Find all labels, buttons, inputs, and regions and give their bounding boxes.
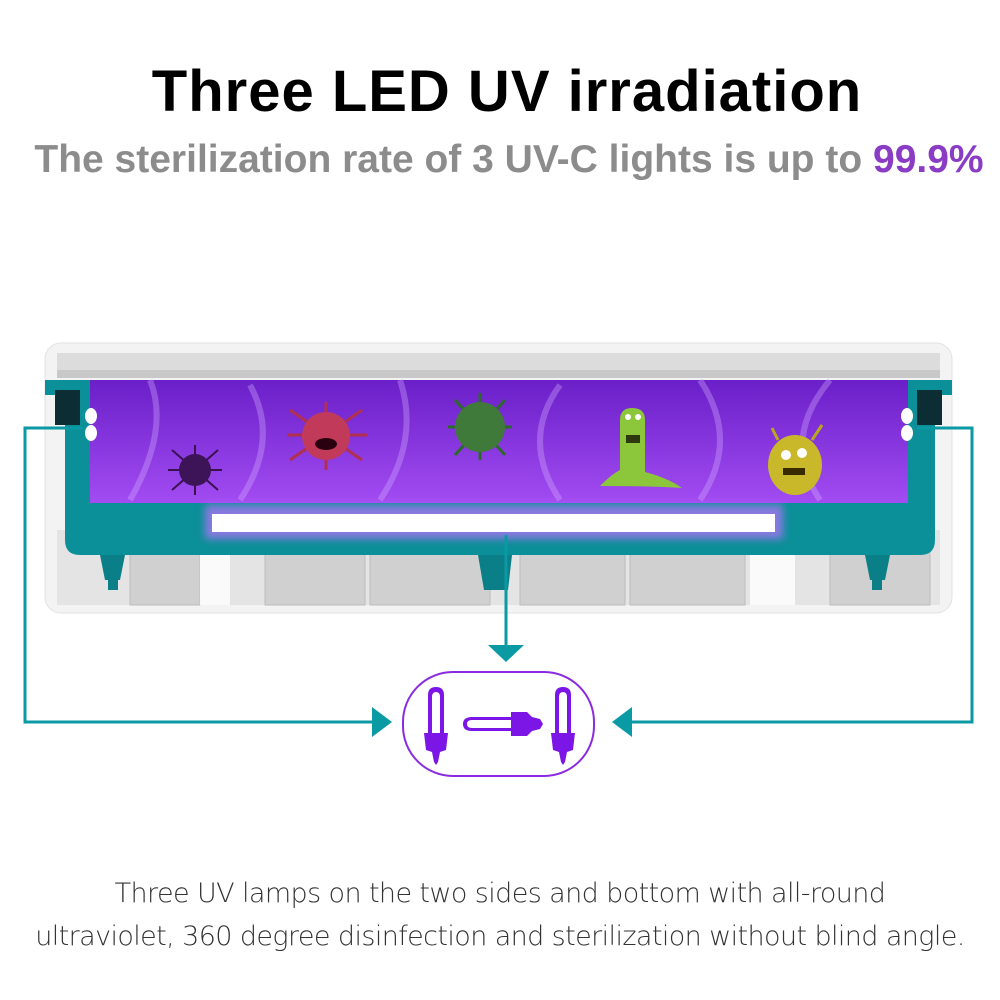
virus-icon: [287, 402, 367, 470]
arrow-icon: [612, 707, 632, 737]
virus-icon: [168, 445, 222, 495]
connector-lines: [23, 426, 974, 724]
page-title: Three LED UV irradiation: [151, 59, 863, 124]
bottom-uv-lamp: [212, 514, 775, 532]
subtitle-text: The sterilization rate of 3 UV-C lights …: [34, 138, 873, 181]
uv-lamp-icon: [463, 712, 543, 736]
description-line-1: Three UV lamps on the two sides and bott…: [114, 878, 886, 909]
side-led-lights: [85, 408, 913, 441]
uv-lamp-icon: [551, 687, 575, 765]
uv-lamps-badge: [402, 671, 595, 777]
virus-icon: [600, 408, 682, 488]
uv-lamp-icon: [424, 687, 448, 765]
sterilization-rate: 99.9%: [873, 138, 984, 181]
subtitle: The sterilization rate of 3 UV-C lights …: [0, 138, 1000, 182]
arrow-icon: [372, 707, 392, 737]
virus-icon: [448, 393, 512, 460]
description-line-2: ultraviolet, 360 degree disinfection and…: [35, 921, 965, 952]
description: Three UV lamps on the two sides and bott…: [0, 872, 1000, 958]
arrow-icon: [488, 645, 524, 662]
virus-icon: [768, 424, 824, 495]
